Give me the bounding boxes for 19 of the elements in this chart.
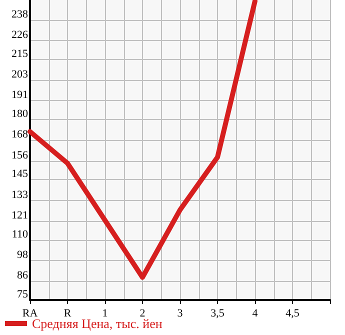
y-tick-label: 121 — [12, 209, 28, 222]
y-tick-label: 75 — [17, 288, 28, 300]
y-tick-label: 191 — [12, 89, 28, 102]
x-tick-label: 3,5 — [210, 308, 225, 320]
y-tick-label: 168 — [12, 128, 28, 141]
y-tick-label: 156 — [12, 149, 28, 162]
y-tick-label: 215 — [12, 48, 28, 60]
y-tick-label: 86 — [17, 270, 28, 282]
y-tick-label: 133 — [12, 188, 28, 201]
y-tick-label: 238 — [12, 8, 28, 20]
x-tick-label: 3 — [177, 308, 184, 320]
y-tick-label: 226 — [12, 29, 28, 42]
y-tick-label: 98 — [17, 248, 28, 261]
y-tick-label: 145 — [12, 168, 28, 180]
x-tick-label: 4,5 — [286, 308, 300, 320]
y-tick-label: 180 — [12, 108, 28, 120]
y-tick-label: 110 — [12, 228, 28, 240]
y-tick-label: 203 — [12, 68, 28, 81]
x-tick-label: 4 — [252, 308, 258, 320]
